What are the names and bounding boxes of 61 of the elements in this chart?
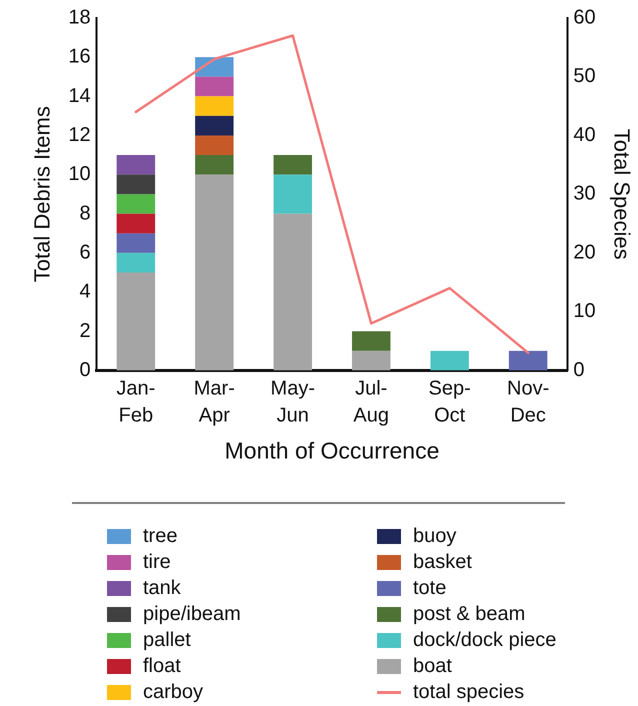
y-tick-label: 6 [80,241,91,264]
legend-label: tree [143,524,178,548]
x-tick-label: Mar-Apr [194,377,235,426]
legend-label: boat [413,654,452,678]
bar [430,350,469,370]
legend-label: basket [413,550,472,574]
y-tick-label: 8 [80,202,91,224]
bar [352,350,390,370]
y-tick-label: 14 [68,84,91,107]
x-tick-label: Jan-Feb [116,377,156,426]
bar [116,272,156,370]
legend-label: tire [143,550,171,574]
bar [116,252,156,273]
legend-label: total species [413,680,524,704]
x-axis-title: Month of Occurrence [224,438,440,464]
bar [116,214,156,234]
legend-label: buoy [413,524,456,548]
bar [116,155,156,175]
y-tick-label: 18 [68,6,91,29]
bar [116,194,156,214]
y-tick-label: 12 [68,124,91,146]
y-tick-label: 10 [68,163,91,186]
bar [274,214,312,370]
y-tick-label: 2 [80,320,91,342]
y-tick-label: 0 [80,358,91,381]
legend-label: post & beam [413,602,526,626]
legend-label: tote [413,576,446,600]
bar [116,174,156,194]
bar [195,57,234,77]
y2-axis-title: Total Species [610,128,635,260]
bar [195,96,234,116]
y2-tick-label: 20 [573,241,596,264]
bar [274,174,312,214]
legend-label: carboy [143,680,204,704]
x-tick-label: Jul-Aug [353,377,390,426]
x-tick-label: May-Jun [270,377,315,426]
legend-label: dock/dock piece [413,628,556,652]
x-tick-label: Sep-Oct [428,377,471,426]
bar [195,174,234,370]
bar [195,116,234,136]
bar [195,155,234,175]
y-tick-label: 4 [80,280,91,303]
legend-label: pallet [143,628,191,652]
y2-tick-label: 50 [573,65,596,88]
y2-tick-label: 60 [573,6,596,29]
y2-tick-label: 30 [573,182,596,205]
y2-tick-label: 0 [573,358,584,381]
y2-tick-label: 10 [573,300,596,322]
y-axis-title: Total Debris Items [29,106,54,282]
y-tick-label: 16 [68,46,91,68]
bar [116,233,156,253]
bar [274,155,312,175]
y2-tick-label: 40 [573,124,596,146]
x-tick-label: Nov-Dec [507,377,550,426]
bar [195,76,234,96]
bar [508,350,548,370]
bar [352,331,390,351]
legend-label: pipe/ibeam [143,602,241,626]
legend-label: tank [143,576,181,600]
bar [195,135,234,156]
legend-label: float [143,654,181,678]
